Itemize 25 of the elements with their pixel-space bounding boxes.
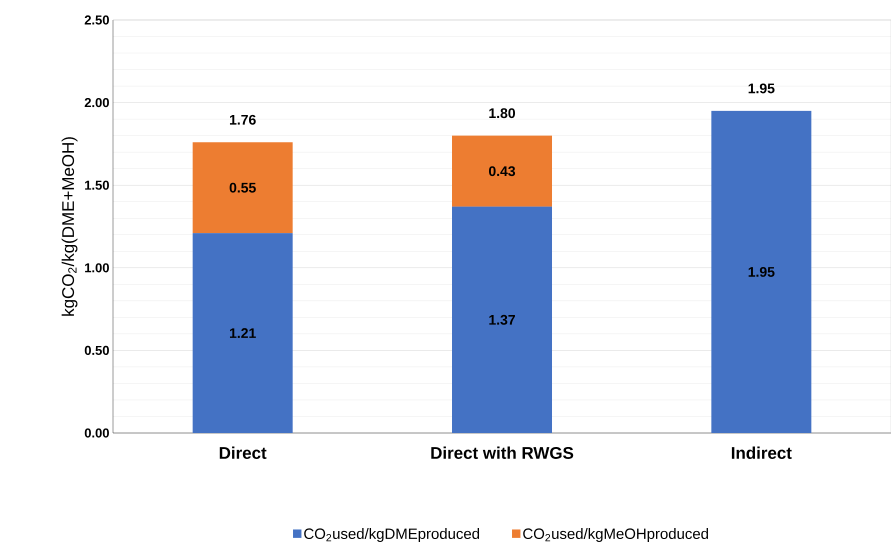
total-label: 1.76 [230,114,256,125]
x-tick-label: Indirect [732,446,792,459]
y-tick-label: 2.50 [84,15,109,25]
total-label: 1.80 [489,108,516,118]
data-label: 1.95 [748,266,775,277]
y-tick-label: 1.00 [85,263,109,272]
bar [711,110,812,433]
bar [192,142,293,234]
legend-label: CO$_{2}$used/kgMeOHproduced [523,528,708,542]
y-axis-title: kgCO$_{2}$/kg(DME+MeOH) [62,137,78,316]
bar [452,206,552,433]
y-tick-label: 1.50 [85,180,109,190]
data-label: 1.21 [230,328,256,338]
data-label: 1.37 [489,314,515,325]
y-tick-label: 2.00 [84,98,109,108]
y-tick-label: 0.50 [84,346,109,355]
data-label: 0.55 [230,182,256,193]
data-label: 0.43 [488,166,516,176]
x-tick-label: Direct [220,446,266,459]
bar [192,233,293,433]
legend-label: CO$_{2}$used/kgDMEproduced [304,528,480,542]
y-tick-label: 0.00 [84,428,109,438]
x-tick-label: Direct with RWGS [431,446,574,459]
total-label: 1.95 [748,83,775,94]
bar [452,136,552,207]
